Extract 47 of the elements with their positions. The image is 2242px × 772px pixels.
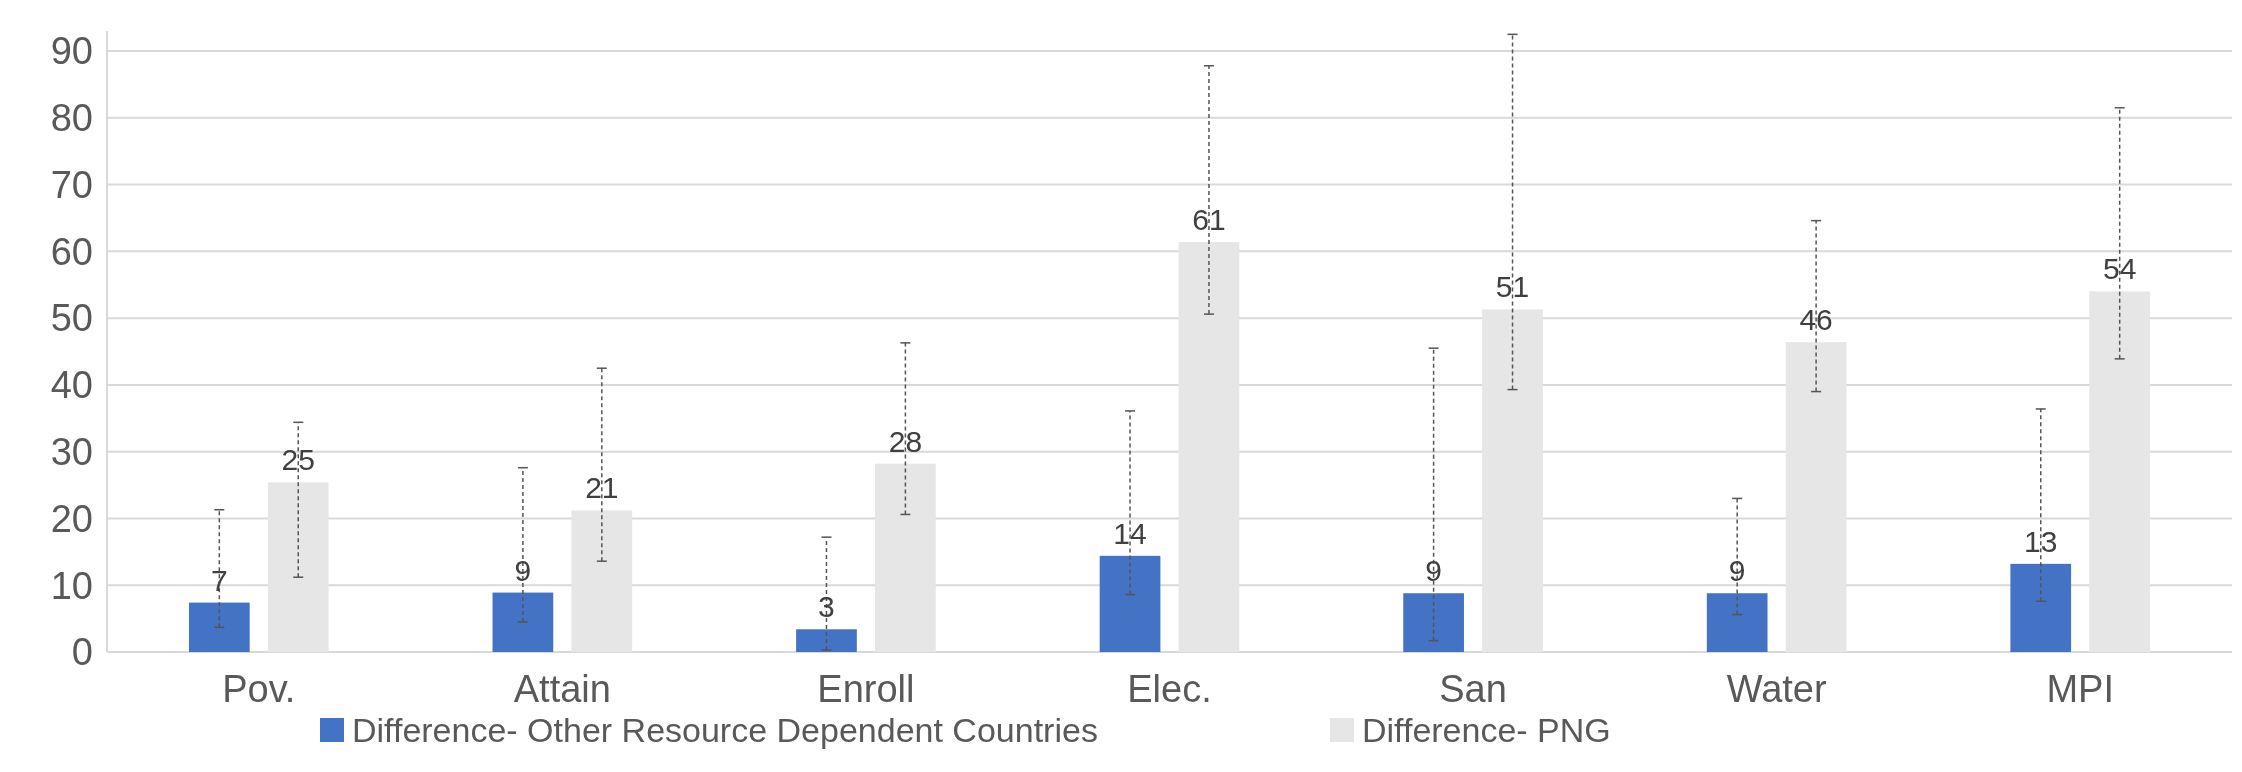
- y-tick-label: 60: [50, 230, 93, 273]
- y-tick-label: 20: [50, 497, 93, 540]
- legend-label: Difference- Other Resource Dependent Countries: [352, 710, 1098, 749]
- data-label: 9: [514, 553, 532, 587]
- bar: [492, 592, 554, 652]
- data-label: 3: [818, 590, 835, 624]
- bar: [1785, 342, 1847, 652]
- data-label: 54: [2102, 252, 2137, 286]
- y-tick-label: 80: [50, 97, 93, 140]
- y-tick-label: 0: [71, 631, 93, 674]
- y-tick-label: 70: [50, 163, 93, 206]
- bar: [2010, 563, 2072, 652]
- y-tick-label: 40: [50, 364, 93, 407]
- data-label: 51: [1495, 270, 1530, 304]
- bar: [1706, 593, 1768, 652]
- data-label: 13: [2024, 524, 2058, 558]
- bar: [267, 482, 329, 652]
- y-tick-label: 10: [50, 564, 93, 607]
- bar: [1178, 242, 1240, 652]
- legend-label: Difference- PNG: [1362, 710, 1611, 749]
- data-label: 46: [1799, 303, 1833, 337]
- data-label: 28: [888, 424, 923, 458]
- x-tick-label: Water: [1726, 668, 1827, 710]
- y-tick-label: 90: [50, 30, 93, 73]
- x-tick-label: Pov.: [222, 668, 296, 710]
- x-tick-label: Elec.: [1127, 668, 1212, 710]
- bar: [2089, 291, 2151, 652]
- bar: [188, 602, 250, 652]
- x-tick-label: San: [1439, 668, 1507, 710]
- data-label: 9: [1728, 554, 1746, 588]
- data-label: 7: [210, 563, 228, 597]
- bar: [796, 629, 857, 652]
- y-tick-label: 30: [50, 430, 93, 473]
- bar: [1482, 309, 1543, 652]
- x-tick-label: Enroll: [817, 668, 915, 710]
- data-label: 21: [585, 471, 619, 505]
- data-label: 9: [1425, 554, 1442, 588]
- bar: [1099, 555, 1161, 652]
- x-tick-label: Attain: [513, 668, 611, 710]
- x-tick-label: MPI: [2046, 668, 2114, 710]
- bar: [875, 463, 936, 652]
- data-label: 61: [1192, 203, 1226, 237]
- y-tick-label: 50: [50, 297, 93, 340]
- data-label: 14: [1113, 516, 1147, 550]
- data-label: 25: [281, 443, 315, 477]
- bar: [1403, 593, 1464, 652]
- bar: [571, 510, 633, 652]
